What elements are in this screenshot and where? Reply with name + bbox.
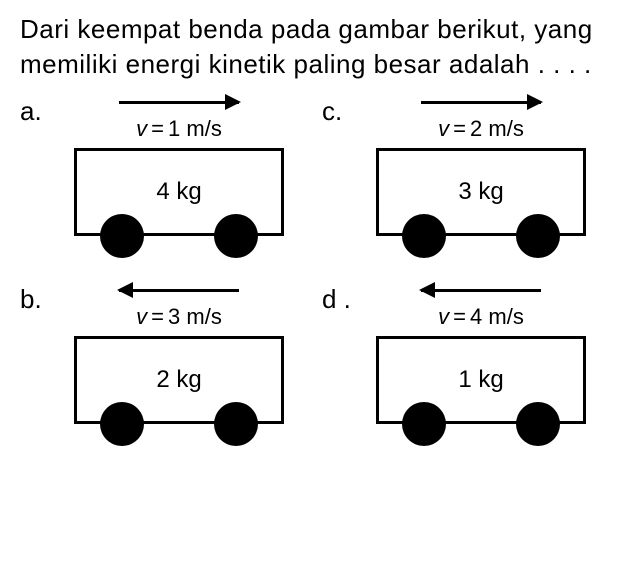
- option-a: a. v=1 m/s 4 kg: [20, 90, 302, 258]
- option-c-velocity: v=2 m/s: [438, 116, 524, 142]
- question-text: Dari keempat benda pada gambar berikut, …: [20, 12, 604, 82]
- option-a-arrow-row: [119, 90, 239, 114]
- option-c-cart: 3 kg: [376, 148, 586, 258]
- wheel-icon: [214, 402, 258, 446]
- option-a-velocity: v=1 m/s: [136, 116, 222, 142]
- equals-sign: =: [147, 116, 168, 141]
- option-a-cart-block: v=1 m/s 4 kg: [56, 90, 302, 258]
- arrow-right-icon: [119, 101, 239, 104]
- arrow-left-icon: [421, 289, 541, 292]
- option-a-cart: 4 kg: [74, 148, 284, 258]
- wheel-icon: [516, 214, 560, 258]
- option-c-arrow-row: [421, 90, 541, 114]
- option-b: b. v=3 m/s 2 kg: [20, 278, 302, 446]
- velocity-symbol: v: [438, 116, 449, 141]
- option-d-arrow-row: [421, 278, 541, 302]
- option-d-label: d .: [322, 278, 358, 446]
- wheel-icon: [402, 214, 446, 258]
- option-b-cart: 2 kg: [74, 336, 284, 446]
- option-b-arrow-row: [119, 278, 239, 302]
- option-d-cart: 1 kg: [376, 336, 586, 446]
- velocity-value: 4 m/s: [470, 304, 524, 329]
- option-d-cart-block: v=4 m/s 1 kg: [358, 278, 604, 446]
- velocity-value: 2 m/s: [470, 116, 524, 141]
- option-a-label: a.: [20, 90, 56, 258]
- wheel-icon: [214, 214, 258, 258]
- option-b-mass: 2 kg: [156, 366, 201, 394]
- wheel-icon: [516, 402, 560, 446]
- option-c-label: c.: [322, 90, 358, 258]
- arrow-left-icon: [119, 289, 239, 292]
- option-d-mass: 1 kg: [458, 366, 503, 394]
- option-c-cart-block: v=2 m/s 3 kg: [358, 90, 604, 258]
- arrow-right-icon: [421, 101, 541, 104]
- option-c: c. v=2 m/s 3 kg: [322, 90, 604, 258]
- option-d-velocity: v=4 m/s: [438, 304, 524, 330]
- equals-sign: =: [449, 304, 470, 329]
- equals-sign: =: [449, 116, 470, 141]
- velocity-symbol: v: [136, 304, 147, 329]
- equals-sign: =: [147, 304, 168, 329]
- option-a-mass: 4 kg: [156, 178, 201, 206]
- option-c-mass: 3 kg: [458, 178, 503, 206]
- velocity-symbol: v: [136, 116, 147, 141]
- wheel-icon: [100, 402, 144, 446]
- velocity-value: 1 m/s: [168, 116, 222, 141]
- option-b-velocity: v=3 m/s: [136, 304, 222, 330]
- option-b-cart-block: v=3 m/s 2 kg: [56, 278, 302, 446]
- velocity-value: 3 m/s: [168, 304, 222, 329]
- velocity-symbol: v: [438, 304, 449, 329]
- option-d: d . v=4 m/s 1 kg: [322, 278, 604, 446]
- wheel-icon: [402, 402, 446, 446]
- option-b-label: b.: [20, 278, 56, 446]
- wheel-icon: [100, 214, 144, 258]
- options-grid: a. v=1 m/s 4 kg c. v=2 m/s: [20, 90, 604, 446]
